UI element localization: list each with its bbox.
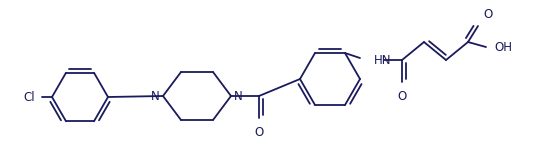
Text: N: N — [152, 89, 160, 103]
Text: HN: HN — [374, 54, 392, 67]
Text: O: O — [255, 126, 263, 139]
Text: O: O — [483, 8, 492, 21]
Text: OH: OH — [494, 41, 512, 54]
Text: Cl: Cl — [23, 91, 35, 103]
Text: O: O — [397, 90, 407, 103]
Text: N: N — [234, 89, 243, 103]
